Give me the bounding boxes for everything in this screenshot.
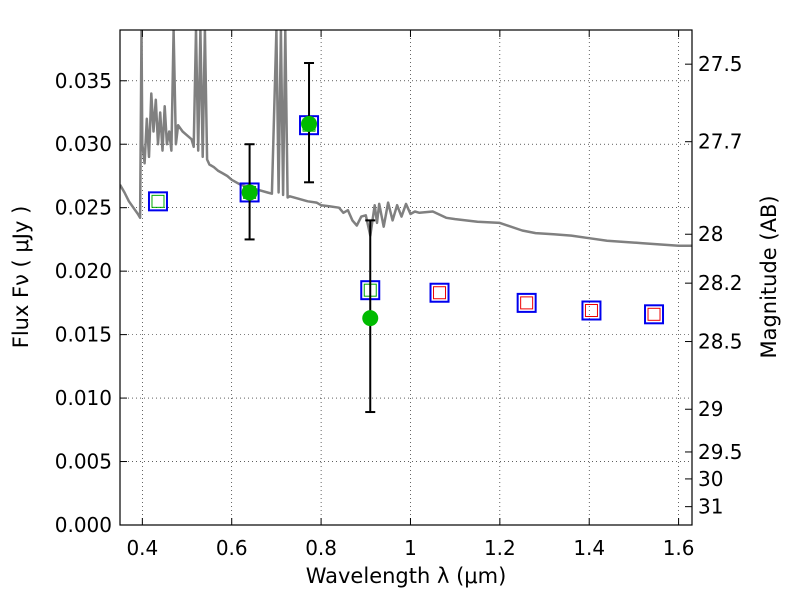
model-spectrum (120, 30, 692, 248)
x-tick-label: 0.6 (216, 536, 248, 560)
x-tick-label: 1.4 (573, 536, 605, 560)
x-tick-label: 0.4 (126, 536, 158, 560)
right-tick-label: 29.5 (698, 440, 743, 464)
observed-points (241, 62, 379, 414)
x-tick-label: 1 (404, 536, 417, 560)
y-tick-label: 0.030 (55, 132, 112, 156)
inner-square-marker (433, 286, 447, 300)
inner-square-marker (520, 296, 534, 310)
right-tick-label: 28.2 (698, 271, 743, 295)
y-axis-title: Flux Fν ( μJy ) (9, 206, 33, 349)
inner-square-marker (584, 304, 598, 317)
y-tick-label: 0.005 (55, 450, 112, 474)
y-axis-ticks: 0.000 0.005 0.010 0.015 0.020 0.025 0.030 0.035 (55, 69, 127, 537)
right-tick-label: 30 (698, 467, 723, 491)
right-tick-label: 29 (698, 397, 723, 421)
y-tick-label: 0.020 (55, 259, 112, 283)
spectrum-line (120, 30, 692, 248)
observed-point (362, 310, 379, 327)
outer-square-marker (147, 191, 168, 212)
x-tick-label: 1.2 (484, 536, 516, 560)
x-axis-title: Wavelength λ (μm) (306, 564, 507, 588)
outer-square-marker (429, 282, 450, 303)
observed-point (241, 184, 258, 201)
outer-square-marker (516, 292, 537, 313)
y-tick-label: 0.010 (55, 386, 112, 410)
inner-square-marker (151, 194, 165, 208)
y-tick-label: 0.015 (55, 323, 112, 347)
outer-square-marker (644, 304, 665, 325)
right-axis-title: Magnitude (AB) (757, 195, 781, 358)
right-tick-label: 27.5 (698, 52, 743, 76)
x-tick-label: 1.6 (663, 536, 695, 560)
y-tick-label: 0.025 (55, 196, 112, 220)
inner-square-marker (647, 307, 661, 321)
right-tick-label: 27.7 (698, 130, 743, 154)
outer-square-marker (581, 300, 602, 321)
y-tick-label: 0.000 (55, 513, 112, 537)
x-axis-ticks: 0.4 0.6 0.8 1 1.2 1.4 1.6 (126, 30, 695, 560)
right-tick-label: 28.5 (698, 330, 743, 354)
right-tick-label: 28 (698, 222, 723, 246)
y-tick-label: 0.035 (55, 69, 112, 93)
x-tick-label: 0.8 (305, 536, 337, 560)
right-tick-label: 31 (698, 495, 723, 519)
plot-frame (119, 29, 693, 526)
observed-point (301, 115, 318, 132)
right-axis-ticks: 27.5 27.7 28 28.2 28.5 29 29.5 30 31 (685, 52, 743, 519)
